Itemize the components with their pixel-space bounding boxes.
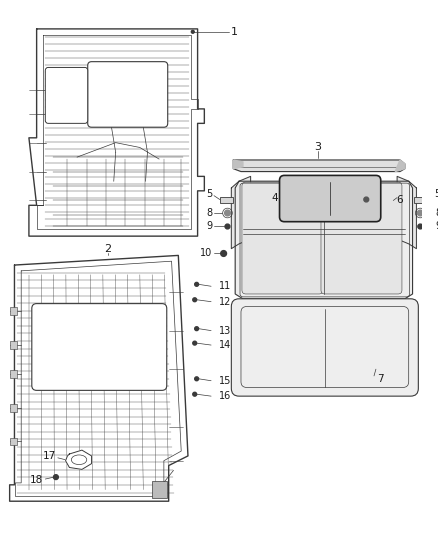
Text: 9: 9 [436, 222, 438, 231]
Circle shape [195, 377, 198, 381]
Text: 11: 11 [219, 281, 231, 291]
Circle shape [53, 475, 58, 480]
Text: 16: 16 [219, 391, 231, 401]
Text: 17: 17 [42, 451, 56, 461]
Text: 8: 8 [436, 208, 438, 218]
FancyBboxPatch shape [279, 175, 381, 222]
Circle shape [193, 298, 197, 302]
Polygon shape [233, 160, 243, 168]
FancyBboxPatch shape [45, 68, 88, 123]
Circle shape [195, 327, 198, 330]
Circle shape [195, 282, 198, 286]
Bar [220, 197, 233, 204]
FancyBboxPatch shape [321, 182, 402, 294]
Text: 1: 1 [231, 27, 238, 37]
Circle shape [364, 197, 369, 202]
Circle shape [418, 224, 423, 229]
Polygon shape [233, 160, 405, 172]
Bar [10, 341, 18, 349]
Text: 14: 14 [219, 340, 231, 350]
FancyBboxPatch shape [231, 299, 418, 396]
Bar [10, 370, 18, 378]
Circle shape [225, 224, 230, 229]
Text: 15: 15 [219, 376, 231, 386]
Circle shape [191, 30, 194, 33]
Bar [10, 308, 18, 315]
Text: 2: 2 [104, 244, 112, 254]
Polygon shape [397, 176, 417, 249]
Text: 3: 3 [314, 142, 321, 152]
Circle shape [193, 341, 197, 345]
Text: 10: 10 [200, 248, 212, 259]
Polygon shape [231, 176, 251, 249]
Text: 5: 5 [434, 189, 438, 199]
Polygon shape [235, 181, 413, 299]
Text: 7: 7 [378, 374, 384, 384]
Bar [10, 404, 18, 411]
Text: 4: 4 [272, 192, 278, 203]
Text: 5: 5 [206, 189, 212, 199]
Text: 9: 9 [206, 222, 212, 231]
Polygon shape [395, 160, 405, 172]
FancyBboxPatch shape [88, 62, 168, 127]
Circle shape [417, 210, 423, 216]
Circle shape [193, 392, 197, 396]
Text: 6: 6 [397, 196, 403, 206]
Bar [414, 197, 428, 204]
Circle shape [225, 210, 230, 216]
FancyBboxPatch shape [32, 304, 167, 390]
Text: 12: 12 [219, 297, 231, 306]
Text: 8: 8 [206, 208, 212, 218]
FancyBboxPatch shape [242, 182, 323, 294]
Polygon shape [66, 450, 92, 470]
Bar [152, 481, 167, 498]
Text: 13: 13 [219, 326, 231, 336]
Circle shape [221, 251, 226, 256]
Text: 18: 18 [30, 475, 43, 485]
Bar [10, 438, 18, 445]
